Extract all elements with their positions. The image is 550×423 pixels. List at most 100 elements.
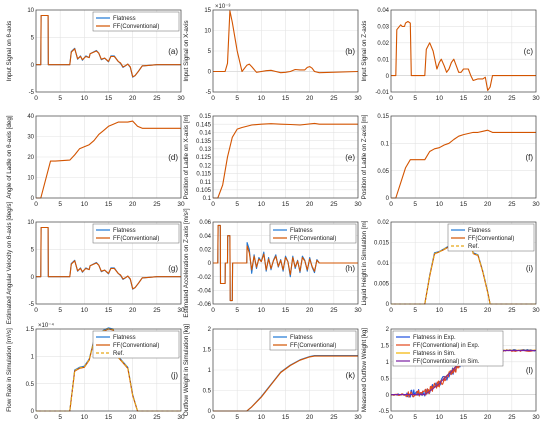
y-axis-label: Liquid Height in Simulation [m] (361, 220, 368, 305)
x-tick-label: 0 (34, 201, 38, 208)
y-tick-label: 0.105 (196, 188, 212, 194)
x-tick-label: 5 (413, 95, 417, 102)
x-tick-label: 10 (258, 414, 266, 421)
panel-label: (j) (171, 371, 178, 380)
y-tick-label: 0.02 (377, 220, 389, 226)
chart-panel-j: 0 5 10 15 20 25 30 0 0.5 1 1.5 (j) ×10⁻⁴ Flow Rate in… (6, 322, 185, 421)
y-tick-label: 0.12 (199, 163, 211, 169)
legend: Flatness in Exp. FF(Conventional) in Exp.… (392, 330, 504, 367)
y-tick-label: -0.02 (197, 275, 211, 281)
legend-entry: FF(Conventional) (113, 236, 159, 242)
panel-label: (f) (525, 153, 533, 162)
x-tick-label: 25 (508, 95, 516, 102)
axes-frame (212, 115, 359, 199)
chart-panel-d: 0 5 10 15 20 25 30 0 10 20 30 40 (d) Angle of Ladle o… (6, 114, 185, 208)
x-tick-label: 20 (129, 95, 137, 102)
x-tick-label: 15 (282, 307, 290, 314)
y-axis-label: Input Signal on X-axis (183, 20, 190, 81)
x-tick-label: 15 (282, 95, 290, 102)
series-line-ff-conventional- (213, 224, 358, 302)
y-tick-label: -0.5 (379, 409, 390, 415)
y-tick-label: 0.14 (199, 131, 211, 137)
legend-box (269, 330, 357, 351)
series-line-ff-conventional- (36, 14, 181, 78)
y-tick-label: 0.1 (203, 196, 212, 202)
legend: Flatness FF(Conventional) Ref. (92, 330, 180, 359)
series-line-ff-conventional- (36, 226, 181, 290)
x-tick-label: 20 (306, 201, 314, 208)
y-tick-label: 0 (386, 393, 390, 399)
x-tick-label: 25 (508, 414, 516, 421)
legend-box (92, 223, 180, 244)
x-tick-label: 5 (235, 414, 239, 421)
panel-label: (i) (526, 264, 533, 273)
legend-entry: Flatness in Sim. (413, 351, 456, 357)
x-tick-label: 5 (235, 307, 239, 314)
legend-entry: FF(Conventional) (113, 343, 159, 349)
x-tick-label: 5 (58, 201, 62, 208)
y-axis-label: Input Signal on Z-axis (361, 21, 368, 82)
y-tick-label: 40 (27, 114, 34, 120)
panel-label: (c) (524, 47, 534, 56)
x-tick-label: 15 (105, 95, 113, 102)
y-tick-label: 1.5 (26, 327, 35, 333)
y-tick-label: 0.11 (200, 180, 212, 186)
y-tick-label: 0 (31, 275, 35, 281)
legend-entry: FF(Conventional) (290, 236, 336, 242)
x-tick-label: 5 (58, 307, 62, 314)
y-tick-label: -5 (206, 90, 212, 96)
x-tick-label: 0 (211, 307, 215, 314)
x-tick-label: 25 (153, 95, 161, 102)
y-tick-label: 0.01 (377, 57, 389, 63)
x-tick-label: 10 (258, 201, 266, 208)
y-axis-label: Angle of Ladle on θ-axis [deg] (6, 115, 13, 199)
x-tick-label: 30 (532, 95, 540, 102)
legend-entry: Flatness (113, 335, 136, 341)
x-tick-label: 10 (81, 307, 89, 314)
axes-frame (390, 9, 537, 93)
y-tick-label: -0.06 (197, 302, 211, 308)
x-tick-label: 0 (211, 95, 215, 102)
x-tick-label: 0 (34, 95, 38, 102)
panel-label: (b) (345, 47, 355, 56)
y-tick-label: 0.015 (374, 241, 390, 247)
x-tick-label: 25 (153, 414, 161, 421)
x-tick-label: 15 (105, 307, 113, 314)
x-tick-label: 20 (484, 414, 492, 421)
legend: Flatness FF(Conventional) (269, 330, 357, 351)
y-tick-label: 0 (208, 409, 212, 415)
series-line-ff-conventional- (213, 355, 358, 412)
x-tick-label: 20 (484, 95, 492, 102)
panel-label: (h) (345, 264, 355, 273)
x-tick-label: 5 (413, 414, 417, 421)
y-axis-label: Position of Ladle on X-axis [m] (183, 114, 190, 199)
legend-entry: Ref. (113, 351, 124, 357)
x-tick-label: 30 (354, 201, 362, 208)
y-tick-label: 0.06 (199, 220, 211, 226)
x-tick-label: 20 (306, 307, 314, 314)
x-tick-label: 25 (330, 414, 338, 421)
legend-entry: Flatness (290, 228, 313, 234)
y-exponent-label: ×10⁻³ (215, 4, 230, 10)
x-tick-label: 0 (389, 307, 393, 314)
y-tick-label: 0 (386, 196, 390, 202)
x-tick-label: 5 (413, 201, 417, 208)
chart-panel-h: 0 5 10 15 20 25 30 -0.06 -0.04 -0.02 0 0.02 0.04 0.06… (183, 208, 362, 317)
y-tick-label: 5 (31, 248, 35, 254)
y-tick-label: 0 (208, 70, 212, 76)
panel-label: (a) (168, 47, 178, 56)
panel-label: (e) (345, 153, 355, 162)
y-tick-label: 10 (204, 29, 211, 35)
legend-box (269, 223, 357, 244)
x-tick-label: 20 (484, 201, 492, 208)
y-axis-label: Estimated Angular Velocity on θ-axis [de… (6, 202, 13, 325)
x-tick-label: 0 (34, 414, 38, 421)
x-tick-label: 15 (282, 201, 290, 208)
y-tick-label: 0.02 (377, 41, 389, 47)
x-tick-label: 0 (34, 307, 38, 314)
legend-entry: FF(Conventional) (290, 343, 336, 349)
x-tick-label: 20 (129, 414, 137, 421)
y-exponent-label: ×10⁻⁴ (38, 322, 54, 329)
